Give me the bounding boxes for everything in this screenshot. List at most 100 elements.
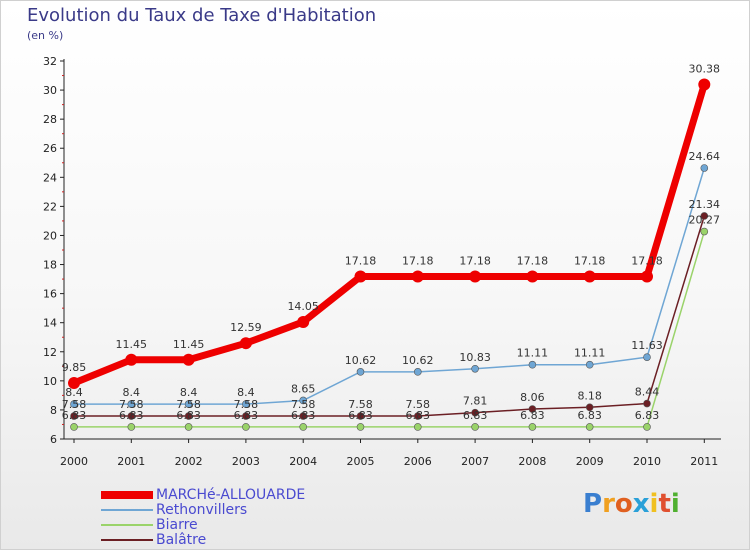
data-label: 8.06 bbox=[520, 391, 545, 404]
data-label: 17.18 bbox=[517, 254, 549, 267]
data-point bbox=[411, 270, 424, 283]
data-point bbox=[641, 270, 653, 283]
data-label: 7.58 bbox=[119, 398, 144, 411]
data-point bbox=[182, 353, 195, 366]
data-point bbox=[700, 227, 709, 236]
data-point bbox=[127, 400, 136, 408]
data-label: 17.18 bbox=[402, 254, 434, 267]
chart-subtitle: (en %) bbox=[27, 29, 64, 42]
data-point bbox=[413, 423, 422, 431]
data-point bbox=[70, 423, 78, 431]
data-label: 11.45 bbox=[116, 338, 148, 351]
data-point bbox=[242, 412, 250, 420]
legend-label: MARCHé-ALLOUARDE bbox=[156, 487, 306, 503]
data-label: 6.83 bbox=[406, 409, 431, 422]
data-point bbox=[528, 423, 537, 431]
data-label: 11.11 bbox=[517, 347, 549, 360]
data-label: 8.4 bbox=[180, 386, 198, 399]
data-point bbox=[413, 412, 422, 420]
series-line-biarre bbox=[74, 231, 706, 428]
x-tick-label: 2009 bbox=[576, 455, 604, 468]
data-point bbox=[585, 360, 594, 369]
data-label: 11.63 bbox=[631, 339, 663, 352]
data-point bbox=[127, 412, 136, 420]
x-tick-label: 2002 bbox=[175, 455, 203, 468]
x-tick-label: 2010 bbox=[633, 455, 661, 468]
x-tick-label: 2000 bbox=[60, 455, 88, 468]
data-point bbox=[585, 423, 594, 431]
data-label: 17.18 bbox=[345, 254, 377, 267]
data-label: 8.4 bbox=[123, 386, 141, 399]
data-label: 6.83 bbox=[62, 409, 87, 422]
x-tick-label: 2001 bbox=[117, 455, 145, 468]
data-label: 6.83 bbox=[520, 409, 545, 422]
data-label: 6.83 bbox=[119, 409, 144, 422]
data-point bbox=[297, 315, 310, 328]
data-label: 6.83 bbox=[577, 409, 602, 422]
data-point bbox=[299, 412, 308, 420]
x-tick-label: 2003 bbox=[232, 455, 260, 468]
y-tick-label: 26 bbox=[43, 142, 57, 155]
data-point bbox=[299, 396, 308, 405]
y-tick-label: 32 bbox=[43, 55, 57, 68]
data-label: 10.83 bbox=[459, 351, 491, 364]
x-tick-label: 2006 bbox=[404, 455, 432, 468]
data-point bbox=[469, 270, 482, 283]
data-point bbox=[528, 405, 537, 413]
x-tick-label: 2004 bbox=[289, 455, 317, 468]
data-label: 7.58 bbox=[62, 398, 87, 411]
data-label: 20.27 bbox=[689, 214, 721, 227]
data-point bbox=[184, 400, 193, 408]
y-tick-label: 30 bbox=[43, 84, 57, 97]
data-point bbox=[242, 400, 250, 408]
data-label: 8.18 bbox=[577, 389, 602, 402]
x-tick-label: 2011 bbox=[690, 455, 718, 468]
data-point bbox=[528, 360, 537, 369]
data-label: 7.58 bbox=[406, 398, 431, 411]
data-point bbox=[239, 337, 252, 350]
series-line-marché-allouarde bbox=[72, 83, 708, 387]
y-tick-label: 18 bbox=[43, 259, 57, 272]
legend-label: Rethonvillers bbox=[156, 502, 248, 518]
data-point bbox=[700, 164, 709, 172]
x-tick-label: 2007 bbox=[461, 455, 489, 468]
data-point bbox=[70, 412, 78, 420]
data-point bbox=[471, 423, 479, 431]
y-tick-label: 16 bbox=[43, 288, 57, 301]
data-point bbox=[356, 423, 365, 431]
data-point bbox=[127, 423, 136, 431]
data-label: 24.64 bbox=[689, 150, 721, 163]
x-tick-label: 2008 bbox=[518, 455, 546, 468]
data-point bbox=[354, 270, 367, 283]
data-label: 7.58 bbox=[348, 398, 373, 411]
y-tick-label: 8 bbox=[50, 404, 57, 417]
data-point bbox=[68, 377, 80, 390]
data-label: 6.83 bbox=[234, 409, 259, 422]
y-tick-label: 24 bbox=[43, 171, 57, 184]
data-point bbox=[643, 423, 651, 431]
data-label: 17.18 bbox=[459, 254, 491, 267]
series-line-rethonvillers bbox=[74, 167, 706, 405]
y-tick-label: 12 bbox=[43, 346, 57, 359]
proxiti-logo: Proxiti bbox=[583, 489, 680, 519]
data-point bbox=[643, 353, 651, 361]
data-point bbox=[471, 364, 479, 373]
data-point bbox=[242, 423, 250, 431]
data-label: 8.65 bbox=[291, 382, 316, 395]
data-point bbox=[700, 212, 709, 220]
data-point bbox=[471, 408, 479, 417]
data-label: 6.83 bbox=[176, 409, 201, 422]
data-label: 7.81 bbox=[463, 395, 488, 408]
data-label: 10.62 bbox=[402, 354, 434, 367]
data-label: 12.59 bbox=[230, 321, 262, 334]
y-tick-label: 14 bbox=[43, 317, 57, 330]
y-tick-label: 6 bbox=[50, 433, 57, 446]
data-point bbox=[184, 423, 193, 431]
data-label: 7.58 bbox=[234, 398, 259, 411]
data-point bbox=[413, 368, 422, 376]
data-label: 11.11 bbox=[574, 347, 606, 360]
data-label: 11.45 bbox=[173, 338, 205, 351]
legend-label: Balâtre bbox=[156, 532, 207, 548]
